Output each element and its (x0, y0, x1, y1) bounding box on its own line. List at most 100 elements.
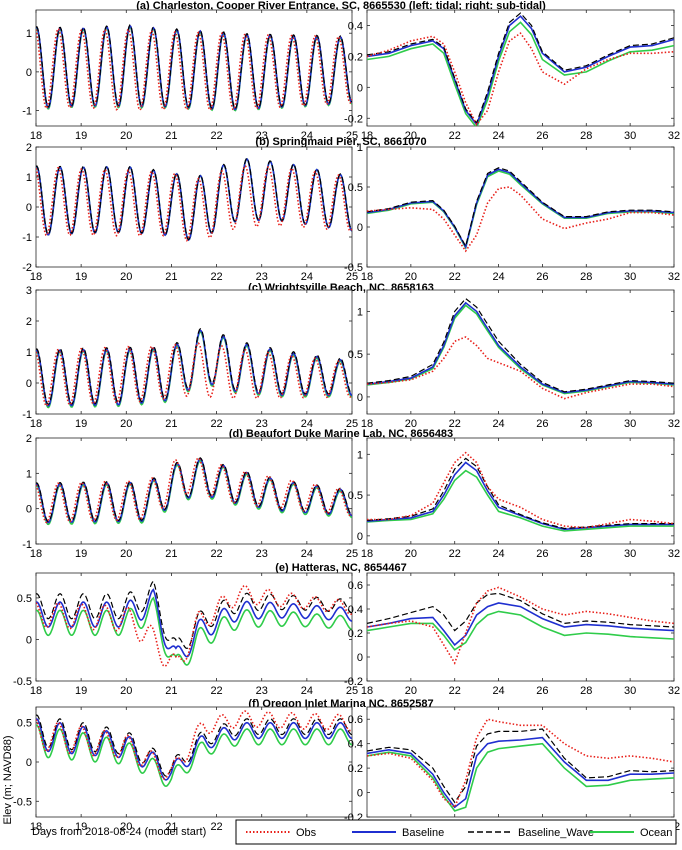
panel-row: (e) Hatteras, NC, 8654467 18 19 20 21 22 23 24 2… (13, 562, 680, 697)
series-line-baseline (36, 588, 352, 658)
x-tick-label: 22 (449, 271, 461, 283)
x-tick-label: 18 (30, 418, 42, 430)
y-tick-label: 0 (357, 788, 363, 800)
y-tick-label: 1 (26, 468, 32, 480)
panel-title: (b) Springmaid Pier, SC, 8661070 (255, 136, 426, 148)
x-tick-label: 22 (210, 418, 222, 430)
y-tick-label: 2 (26, 316, 32, 328)
x-tick-label: 20 (120, 685, 132, 697)
x-tick-label: 18 (30, 548, 42, 560)
legend: Obs Baseline Baseline_Wave Ocean (235, 819, 677, 845)
plot-frame (366, 9, 675, 127)
series-line-obs (36, 28, 352, 112)
y-tick-label: 0 (357, 82, 363, 94)
plot-frame (366, 706, 675, 818)
y-tick-label: -2 (22, 262, 32, 274)
y-tick-label: -1 (22, 106, 32, 118)
y-tick-label: 0.5 (348, 182, 363, 194)
x-tick-label: 22 (210, 821, 222, 833)
x-tick-label: 24 (301, 418, 313, 430)
x-tick-label: 20 (120, 418, 132, 430)
x-tick-label: 22 (449, 685, 461, 697)
x-tick-label: 30 (624, 548, 636, 560)
series-line-ocean (367, 21, 674, 126)
plot-frame (366, 146, 675, 268)
x-tick-label: 28 (580, 130, 592, 142)
x-tick-label: 24 (492, 418, 504, 430)
panels-group: (a) Charleston, Cooper River Entrance, S… (13, 0, 680, 833)
y-tick-label: 0.2 (348, 51, 363, 63)
y-tick-label: -1 (22, 409, 32, 421)
panel-row: (a) Charleston, Cooper River Entrance, S… (22, 0, 680, 142)
x-tick-label: 18 (30, 271, 42, 283)
series-line-obs (367, 718, 674, 809)
series-line-obs (367, 586, 674, 665)
x-tick-label: 19 (75, 271, 87, 283)
series-line-obs (36, 165, 352, 242)
plot-frame (366, 572, 675, 682)
x-tick-label: 24 (492, 271, 504, 283)
panel-title: (a) Charleston, Cooper River Entrance, S… (136, 0, 546, 12)
y-axis-label: Elev (m; NAVD88) (2, 735, 14, 824)
panel-row: (b) Springmaid Pier, SC, 8661070 18 19 20 21… (22, 136, 680, 283)
x-tick-label: 20 (405, 130, 417, 142)
series-line-obs (36, 710, 352, 780)
x-tick-label: 21 (165, 418, 177, 430)
y-tick-label: 1 (26, 347, 32, 359)
plot-frame (35, 706, 353, 818)
series-line-baseline (36, 718, 352, 781)
x-tick-label: 28 (580, 548, 592, 560)
y-tick-label: 1 (357, 306, 363, 318)
x-tick-label: 23 (256, 271, 268, 283)
x-tick-label: 18 (30, 821, 42, 833)
series-line-obs (367, 336, 674, 400)
panel-title: (e) Hatteras, NC, 8654467 (275, 562, 406, 574)
series-line-ocean (367, 304, 674, 395)
series-line-baseline-wave (36, 714, 352, 777)
x-tick-label: 23 (256, 685, 268, 697)
x-tick-label: 21 (165, 271, 177, 283)
y-tick-label: 0 (357, 222, 363, 234)
x-tick-label: 23 (256, 418, 268, 430)
legend-label: Baseline_Wave (518, 827, 594, 839)
x-tick-label: 23 (256, 130, 268, 142)
x-tick-label: 26 (536, 130, 548, 142)
y-tick-label: 1 (357, 142, 363, 154)
x-tick-label: 24 (301, 130, 313, 142)
y-tick-label: -0.5 (13, 796, 32, 808)
x-tick-label: 22 (210, 685, 222, 697)
series-line-baseline-wave (36, 158, 352, 241)
x-tick-label: 19 (75, 418, 87, 430)
x-tick-label: 26 (536, 548, 548, 560)
y-tick-label: 0.5 (17, 718, 32, 730)
x-tick-label: 22 (210, 548, 222, 560)
y-tick-label: 0 (26, 202, 32, 214)
series-line-baseline (367, 602, 674, 647)
series-line-baseline-wave (367, 457, 674, 530)
panel-title: (d) Beaufort Duke Marine Lab, NC, 865648… (229, 428, 453, 440)
series-line-baseline (367, 736, 674, 809)
plot-frame (366, 437, 675, 545)
legend-label: Obs (296, 827, 317, 839)
x-tick-label: 24 (301, 271, 313, 283)
y-tick-label: 0.4 (348, 20, 363, 32)
y-tick-label: 0.5 (17, 593, 32, 605)
series-line-baseline-wave (36, 580, 352, 650)
series-line-obs (36, 457, 352, 524)
x-tick-label: 24 (492, 130, 504, 142)
y-tick-label: 0.5 (348, 490, 363, 502)
series-line-baseline (367, 461, 674, 531)
y-tick-label: 0 (26, 378, 32, 390)
x-tick-label: 28 (580, 418, 592, 430)
x-tick-label: 24 (301, 685, 313, 697)
series-line-baseline-wave (36, 328, 352, 406)
series-line-baseline (367, 301, 674, 394)
x-tick-label: 24 (301, 548, 313, 560)
x-tick-label: 19 (75, 548, 87, 560)
x-tick-label: 20 (120, 271, 132, 283)
x-tick-label: 18 (361, 548, 373, 560)
series-line-baseline (367, 15, 674, 126)
series-line-ocean (367, 610, 674, 651)
